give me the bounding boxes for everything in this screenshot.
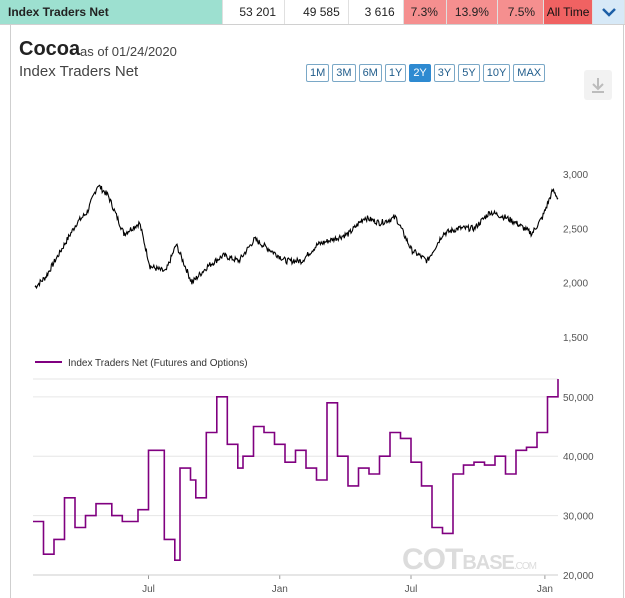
range-button-2y[interactable]: 2Y [409,64,431,82]
watermark-base: BASE [462,552,515,574]
position-line [33,379,559,561]
summary-value-2: 49 585 [285,0,349,24]
panel-right-border [623,24,624,598]
legend-label: Index Traders Net (Futures and Options) [68,358,248,369]
position-ytick-2: 30,000 [563,512,594,523]
range-button-3y[interactable]: 3Y [433,64,456,82]
xtick-label-2: Jul [405,584,418,595]
panel-left-border [10,24,11,598]
price-ytick-1: 2,500 [563,224,588,235]
chevron-down-icon [602,8,616,17]
range-selector: 1M 3M 6M 1Y 2Y 3Y 5Y 10Y MAX [306,64,546,82]
price-line [34,184,559,290]
range-button-6m[interactable]: 6M [358,64,382,82]
xtick-label-1: Jan [272,584,288,595]
chart-subtitle: Index Traders Net [19,63,139,80]
range-button-max[interactable]: MAX [513,64,546,82]
download-icon [592,78,604,93]
download-button[interactable] [584,70,612,100]
range-button-5y[interactable]: 5Y [458,64,480,82]
price-ytick-2: 2,000 [563,279,588,290]
summary-pct-2: 13.9% [446,0,498,24]
as-of-date: as of 01/24/2020 [80,44,177,59]
page-title: Cocoa [19,38,81,60]
summary-pct-3: 7.5% [497,0,545,24]
xtick-label-3: Jan [537,584,553,595]
watermark-cot: COT [402,543,463,576]
watermark-com: .COM [513,561,537,572]
range-button-10y[interactable]: 10Y [482,64,511,82]
price-ytick-3: 1,500 [563,333,588,344]
summary-name: Index Traders Net [0,0,224,24]
summary-pct-1: 7.3% [403,0,447,24]
summary-value-3: 3 616 [348,0,404,24]
summary-value-1: 53 201 [223,0,286,24]
xtick-label-0: Jul [142,584,155,595]
watermark-logo: COTBASE.COM [402,543,537,577]
dropdown-toggle[interactable] [592,0,625,24]
position-ytick-1: 40,000 [563,452,594,463]
range-button-3m[interactable]: 3M [332,64,356,82]
range-button-1y[interactable]: 1Y [384,64,407,82]
summary-bar: Index Traders Net 53 201 49 585 3 616 7.… [0,0,625,25]
position-ytick-0: 50,000 [563,393,594,404]
alltime-badge[interactable]: All Time [544,0,593,24]
price-ytick-0: 3,000 [563,170,588,181]
range-button-1m[interactable]: 1M [306,64,330,82]
position-ytick-3: 20,000 [563,571,594,582]
